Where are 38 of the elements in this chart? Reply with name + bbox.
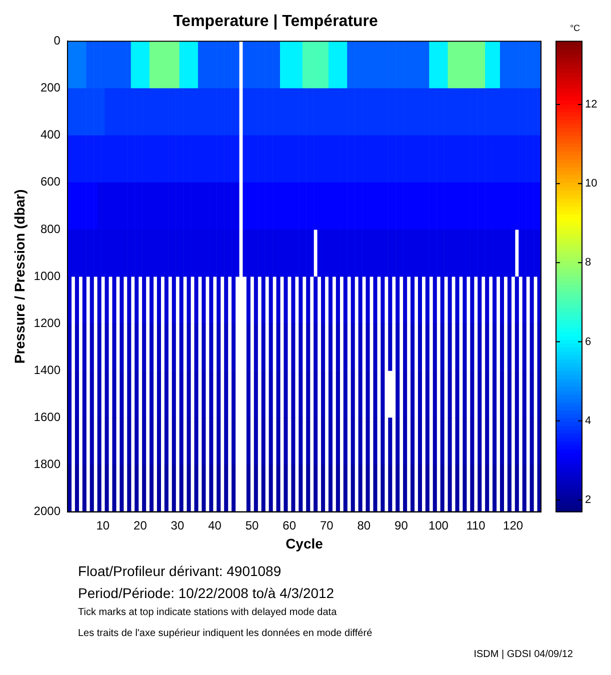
x-tick-label: 40	[208, 518, 222, 532]
x-tick-label: 20	[134, 518, 148, 532]
y-tick-label: 800	[40, 222, 61, 236]
color-bar-label: 10	[585, 178, 598, 190]
color-bar-label: 4	[585, 414, 592, 427]
color-bar-label: 12	[585, 98, 598, 111]
x-tick-label: 80	[357, 518, 371, 532]
y-tick-label: 1600	[34, 410, 61, 424]
text: Float/Profileur dérivant: 4901089	[78, 563, 282, 579]
color-bar-label: 8	[585, 256, 592, 269]
text: ISDM | GDSI 04/09/12	[472, 649, 574, 660]
y-tick-label: 2000	[34, 504, 61, 518]
x-tick-label: 110	[466, 518, 486, 532]
y-tick-label: 400	[40, 128, 61, 142]
color-bar-label: 2	[585, 494, 592, 506]
x-axis-title: Cycle	[286, 535, 324, 552]
x-tick-label: 100	[428, 518, 449, 532]
y-tick-label: 1200	[34, 316, 61, 330]
y-axis-title: Pressure / Pression (dbar)	[11, 189, 28, 364]
y-tick-label: 0	[54, 34, 61, 48]
y-tick-label: 1800	[34, 457, 61, 472]
chart-title: Temperature | Température	[173, 13, 378, 30]
color-bar-title: °C	[570, 23, 581, 34]
text: Tick marks at top indicate stations with delayed mode data	[78, 607, 338, 618]
x-tick-label: 120	[503, 518, 524, 532]
y-tick-label: 600	[40, 174, 61, 189]
color-bar-label: 6	[585, 336, 592, 348]
x-tick-label: 90	[394, 518, 408, 532]
y-tick-label: 1000	[34, 268, 61, 283]
x-tick-label: 60	[282, 518, 296, 532]
x-tick-label: 70	[320, 518, 334, 532]
text: Les traits de l'axe supérieur indiquent les données en mode différé	[78, 628, 374, 639]
text: Period/Période: 10/22/2008 to/à 4/3/2012	[78, 585, 336, 601]
x-tick-label: 50	[245, 518, 260, 532]
y-tick-label: 200	[40, 80, 61, 95]
y-tick-label: 1400	[34, 362, 61, 377]
x-tick-label: 30	[170, 518, 184, 532]
x-tick-label: 10	[96, 518, 110, 532]
